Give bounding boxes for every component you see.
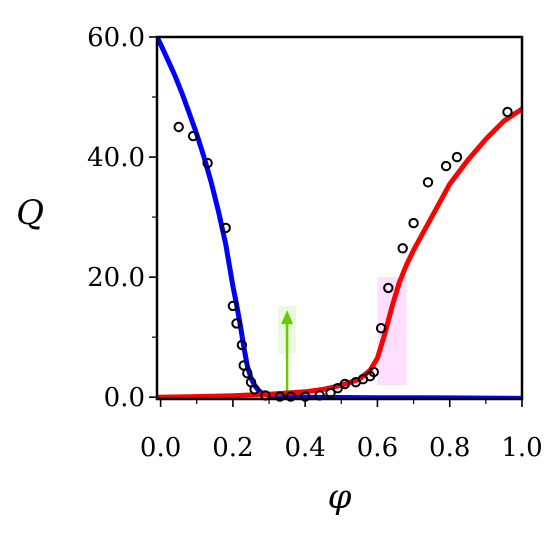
y-tick-label: 40.0 xyxy=(87,143,145,173)
blue-curve xyxy=(157,37,522,399)
data-point xyxy=(274,391,286,402)
data-point xyxy=(249,384,260,395)
data-point xyxy=(451,151,463,163)
data-point xyxy=(187,130,199,142)
ticks-layer: 0.0 0.2 0.4 0.6 0.8 1.0 0.0 20.0 40.0 60.0 xyxy=(87,23,543,463)
data-point xyxy=(285,391,296,402)
data-point xyxy=(375,323,387,334)
x-tick-label: 0.4 xyxy=(284,433,325,463)
data-point xyxy=(408,217,419,229)
y-tick-label: 60.0 xyxy=(87,23,145,53)
data-point xyxy=(368,366,379,378)
data-point xyxy=(397,243,408,254)
data-point xyxy=(231,318,242,329)
data-point xyxy=(502,106,513,118)
data-point xyxy=(422,177,434,188)
data-point xyxy=(242,368,253,379)
data-point xyxy=(325,387,336,399)
y-axis-label: Q xyxy=(16,193,44,233)
plot-frame xyxy=(155,35,524,401)
data-point xyxy=(220,222,231,234)
data-point xyxy=(440,160,452,172)
data-point xyxy=(236,339,248,351)
x-tick-label: 0.6 xyxy=(357,433,398,463)
data-point xyxy=(227,300,239,312)
y-tick-label: 20.0 xyxy=(87,263,145,293)
highlight-band xyxy=(377,277,407,386)
data-point xyxy=(383,282,394,294)
x-tick-label: 0.0 xyxy=(140,433,181,463)
x-tick-label: 0.8 xyxy=(429,433,470,463)
data-point xyxy=(202,157,213,169)
data-point xyxy=(339,378,351,390)
data-points-layer xyxy=(173,106,513,402)
x-axis-label: φ xyxy=(328,477,352,517)
data-point xyxy=(173,121,184,133)
x-tick-label: 1.0 xyxy=(501,433,542,463)
y-tick-label: 0.0 xyxy=(104,383,145,413)
arrow-head xyxy=(281,310,294,325)
annotation-layer xyxy=(278,277,407,398)
x-tick-label: 0.2 xyxy=(212,433,253,463)
